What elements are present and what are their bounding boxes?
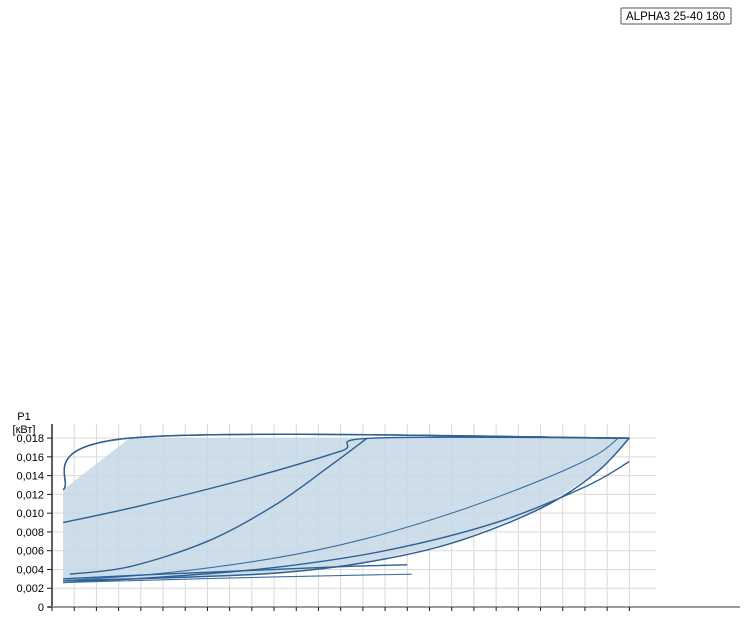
power-range-envelope-lower-edge (63, 437, 630, 582)
power-panel-y-tick-label: 0,006 (16, 546, 44, 558)
power-panel-y-tick-label: 0,016 (16, 452, 44, 464)
power-panel-y-axis-unit: [кВт] (13, 424, 36, 436)
chart-title-box: ALPHA3 25-40 180 (620, 7, 732, 25)
power-panel-y-axis-title: P1 (17, 411, 30, 423)
power-panel-y-tick-label: 0,002 (16, 583, 44, 595)
title-box-rect (620, 7, 732, 25)
power-panel-y-tick-label: 0,012 (16, 489, 44, 501)
curve-p1-curve-low-flat-2 (63, 573, 412, 584)
power-panel-y-tick-label: 0,010 (16, 508, 44, 520)
curve-p1-curve-autoadapt (63, 460, 630, 584)
curve-p1-curve-speed1 (63, 437, 619, 582)
curve-p1-curve-low-flat (63, 564, 408, 580)
power-panel-y-tick-label: 0,008 (16, 527, 44, 539)
curve-p1-curve-speed3 (62, 436, 630, 524)
power-range-envelope (63, 438, 630, 581)
power-panel-y-tick-label: 0 (38, 602, 44, 614)
power-panel-y-tick-label: 0,004 (16, 564, 44, 576)
power-panel-y-tick-label: 0,018 (16, 433, 44, 445)
curve-p1-curve-speed2 (69, 437, 368, 575)
chart-title-label: ALPHA3 25-40 180 (626, 11, 725, 23)
power-panel-y-tick-label: 0,014 (16, 471, 44, 483)
